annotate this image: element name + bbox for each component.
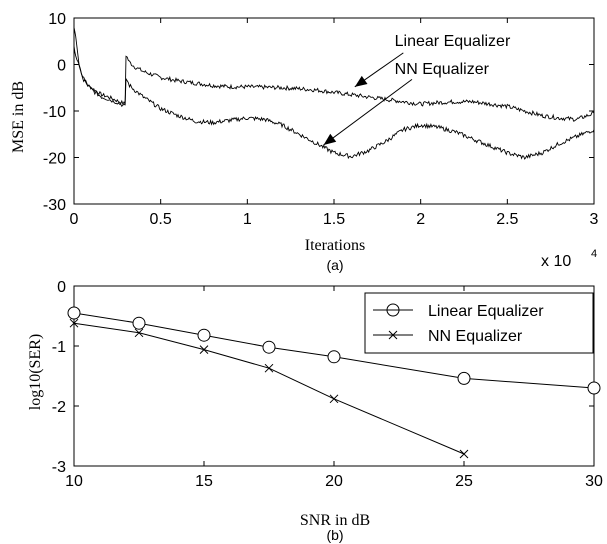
- data-point-linear-equalizer: [262, 340, 276, 354]
- data-point-nn-equalizer: [69, 318, 79, 328]
- x-tick-label: 1: [243, 211, 252, 228]
- x-tick-label: 1.5: [323, 211, 345, 228]
- y-tick-label: -3: [52, 459, 66, 476]
- x-tick-label: 25: [455, 473, 473, 490]
- data-point-linear-equalizer: [67, 306, 81, 320]
- legend-box: [364, 292, 594, 354]
- y-tick-label: -2: [52, 399, 66, 416]
- legend-label-linear: Linear Equalizer: [428, 303, 544, 320]
- y-tick-label: -30: [43, 197, 66, 214]
- x-tick-label: 3: [590, 211, 599, 228]
- plot-b-series: [67, 306, 601, 459]
- plot-a-xlabel: Iterations: [305, 237, 365, 254]
- plot-a-caption: (a): [326, 257, 343, 273]
- plot-a-frame: [73, 17, 595, 205]
- x-tick-label: 30: [585, 473, 603, 490]
- legend-marker-x: [388, 330, 398, 340]
- x-tick-label: 10: [65, 473, 83, 490]
- annotation-linear-equalizer: Linear Equalizer: [395, 33, 511, 50]
- data-point-linear-equalizer: [132, 316, 146, 330]
- plot-b-xlabel: SNR in dB: [300, 512, 370, 529]
- plot-a-ticks: 0 0.5 1 1.5 2 2.5 3 10 0 -10 -20 -30: [43, 11, 599, 228]
- legend-marker-circle: [386, 303, 400, 317]
- plot-a-x-multiplier: x 10: [541, 253, 571, 270]
- series-line-linear-equalizer: [73, 27, 595, 122]
- data-point-nn-equalizer: [199, 345, 209, 354]
- data-point-linear-equalizer: [457, 371, 471, 385]
- plot-b: 10 15 20 25 30 0 -1 -2 -3 log10(SER) SNR in dB (…: [27, 279, 603, 543]
- series-line-nn-equalizer: [73, 322, 465, 455]
- y-tick-label: 10: [48, 11, 66, 28]
- arrow-linear-equalizer-head: [354, 75, 368, 87]
- y-tick-label: -1: [52, 339, 66, 356]
- legend-label-nn: NN Equalizer: [428, 328, 523, 345]
- plot-b-caption: (b): [326, 527, 343, 543]
- arrow-nn-equalizer-head: [323, 133, 337, 145]
- y-tick-label: 0: [57, 279, 66, 296]
- plot-a-ylabel: MSE in dB: [10, 81, 27, 153]
- series-line-nn-equalizer: [73, 45, 595, 160]
- x-multiplier-exponent: 4: [591, 248, 597, 260]
- data-point-nn-equalizer: [459, 449, 469, 459]
- plot-b-ylabel: log10(SER): [27, 334, 44, 410]
- annotation-arrows: [323, 52, 413, 146]
- x-tick-label: 2: [416, 211, 425, 228]
- data-point-linear-equalizer: [587, 381, 601, 395]
- x-tick-label: 2.5: [496, 211, 518, 228]
- x-tick-label: 15: [195, 473, 213, 490]
- data-point-linear-equalizer: [197, 328, 211, 342]
- y-tick-label: -20: [43, 151, 66, 168]
- x-tick-label: 20: [325, 473, 343, 490]
- plot-a: 0 0.5 1 1.5 2 2.5 3 10 0 -10 -20 -30 MSE in dB Iter…: [10, 11, 599, 273]
- data-point-linear-equalizer: [327, 350, 341, 364]
- y-tick-label: 0: [57, 58, 66, 75]
- x-tick-label: 0: [70, 211, 79, 228]
- arrow-nn-equalizer: [323, 78, 413, 146]
- plot-b-legend: Linear Equalizer NN Equalizer: [364, 292, 594, 354]
- data-point-nn-equalizer: [264, 363, 274, 373]
- x-multiplier-base: x 10: [541, 253, 571, 270]
- annotation-nn-equalizer: NN Equalizer: [395, 61, 490, 78]
- y-tick-label: -10: [43, 104, 66, 121]
- x-tick-label: 0.5: [150, 211, 172, 228]
- plot-a-series: [73, 27, 595, 160]
- data-point-nn-equalizer: [329, 394, 339, 404]
- data-point-nn-equalizer: [134, 328, 144, 338]
- plot-b-ticks: 10 15 20 25 30 0 -1 -2 -3: [52, 279, 603, 490]
